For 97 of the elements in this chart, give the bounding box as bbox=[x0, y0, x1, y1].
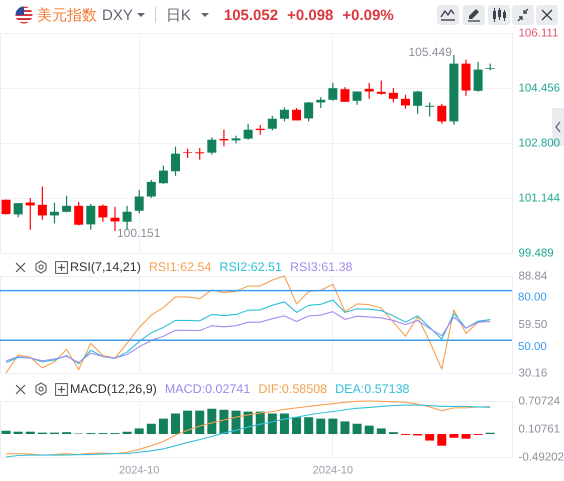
bar bbox=[171, 413, 180, 434]
candlestick bbox=[244, 123, 253, 140]
candlestick bbox=[352, 90, 362, 106]
candlestick bbox=[268, 115, 277, 131]
bar bbox=[183, 410, 192, 434]
y-tick-label: 88.84 bbox=[518, 270, 548, 282]
candlestick bbox=[62, 195, 72, 214]
bar bbox=[364, 426, 374, 434]
candlestick bbox=[146, 179, 156, 198]
candlestick bbox=[413, 90, 422, 114]
y-tick-label: 102.800 bbox=[518, 138, 560, 150]
candlestick bbox=[195, 147, 204, 160]
annotation: 105.449 bbox=[408, 44, 452, 59]
bar bbox=[376, 428, 386, 434]
candlestick bbox=[425, 102, 434, 118]
candlestick bbox=[340, 86, 350, 102]
bar bbox=[268, 413, 277, 434]
chart-title: RSI(7,14,21) bbox=[70, 260, 141, 274]
text: +0.09% bbox=[342, 6, 394, 24]
candlestick bbox=[207, 136, 216, 156]
series-label: RSI1:62.54 bbox=[148, 260, 212, 274]
line-series bbox=[6, 300, 491, 364]
y-tick-label: 101.144 bbox=[518, 192, 561, 205]
chart-subtitle: DXY bbox=[102, 6, 133, 24]
bar bbox=[328, 418, 338, 434]
bar bbox=[449, 434, 458, 438]
bar bbox=[352, 424, 362, 434]
y-tick-label: 0.10761 bbox=[518, 424, 560, 436]
candlestick bbox=[171, 146, 180, 176]
series-label: DIF:0.58508 bbox=[258, 382, 328, 396]
chart-title: 美元指数 bbox=[37, 6, 97, 24]
candlestick bbox=[256, 124, 265, 136]
x-tick-label: 2024-10 bbox=[312, 464, 354, 476]
text: 105.052 bbox=[224, 6, 278, 24]
bar bbox=[280, 413, 289, 434]
candlestick bbox=[158, 164, 168, 184]
line-series bbox=[6, 311, 491, 364]
candlestick bbox=[14, 202, 23, 218]
text: +0.098 bbox=[287, 6, 334, 24]
y-tick-label: 104.456 bbox=[518, 82, 560, 94]
candlestick bbox=[280, 106, 289, 122]
bar bbox=[134, 428, 144, 434]
line-series bbox=[6, 275, 491, 374]
chart-title: MACD(12,26,9) bbox=[70, 382, 157, 396]
bar bbox=[462, 434, 471, 439]
candlestick bbox=[364, 82, 374, 100]
candlestick bbox=[376, 80, 386, 96]
candlestick bbox=[26, 198, 35, 230]
candlestick bbox=[98, 204, 108, 222]
series-label: DEA:0.57138 bbox=[335, 382, 410, 396]
candlestick bbox=[486, 63, 495, 71]
y-tick-label: 30.16 bbox=[518, 368, 548, 380]
y-tick-label: 0.70724 bbox=[518, 396, 561, 408]
text: 日K bbox=[166, 6, 191, 24]
candlestick bbox=[134, 189, 144, 214]
x-tick-label: 2024-10 bbox=[119, 464, 160, 476]
bar bbox=[340, 421, 350, 434]
candlestick bbox=[110, 206, 120, 232]
candlestick bbox=[388, 88, 398, 104]
candlestick bbox=[86, 203, 96, 230]
bar bbox=[158, 418, 168, 434]
bar bbox=[292, 417, 302, 434]
candlestick bbox=[400, 94, 410, 110]
candlestick bbox=[74, 201, 84, 226]
bar bbox=[14, 432, 23, 434]
bar bbox=[207, 408, 216, 434]
candlestick bbox=[2, 198, 11, 216]
bar bbox=[195, 410, 204, 434]
candlestick bbox=[437, 103, 446, 124]
annotation: 100.151 bbox=[116, 226, 161, 240]
bar bbox=[437, 434, 446, 446]
bar bbox=[122, 432, 132, 434]
candlestick bbox=[50, 202, 59, 224]
candlestick bbox=[328, 82, 338, 102]
text: RSI2:62.51 bbox=[219, 260, 282, 274]
bar bbox=[219, 410, 228, 434]
y-tick-label: 99.489 bbox=[518, 248, 554, 260]
y-tick-label: 106.111 bbox=[518, 28, 558, 40]
bar bbox=[2, 430, 11, 434]
bar bbox=[146, 424, 156, 434]
candlestick bbox=[292, 108, 302, 122]
ref-line-label: 50.00 bbox=[518, 341, 547, 354]
series-label: MACD:0.02741 bbox=[164, 382, 250, 396]
bar bbox=[316, 418, 326, 434]
bar bbox=[256, 412, 265, 434]
bar bbox=[26, 432, 35, 434]
ref-line-label: 80.00 bbox=[518, 292, 547, 304]
y-tick-label: 59.50 bbox=[518, 319, 548, 331]
candlestick bbox=[316, 96, 326, 109]
candlestick bbox=[474, 61, 483, 92]
bar bbox=[304, 417, 314, 434]
candlestick bbox=[38, 186, 47, 220]
text: RSI3:61.38 bbox=[290, 260, 353, 274]
y-tick-label: -0.49202 bbox=[518, 452, 564, 464]
candlestick bbox=[304, 101, 314, 122]
candlestick bbox=[219, 129, 228, 147]
bar bbox=[425, 434, 434, 441]
